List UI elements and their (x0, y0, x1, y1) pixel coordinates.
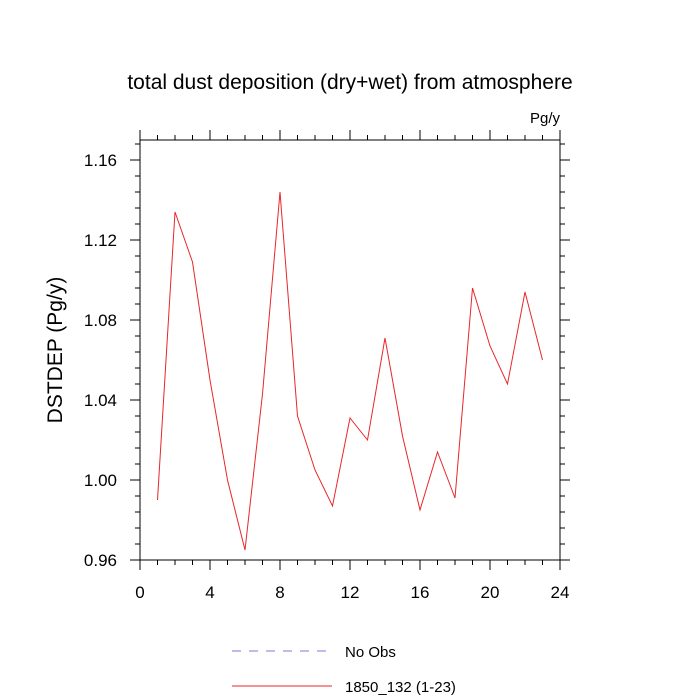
y-tick-label: 1.16 (84, 151, 117, 170)
chart-title: total dust deposition (dry+wet) from atm… (127, 71, 572, 94)
x-tick-label: 16 (411, 583, 430, 602)
y-tick-label: 1.04 (84, 391, 117, 410)
series-layer (157, 191, 543, 551)
legend-label: No Obs (345, 644, 396, 661)
y-axis-label: DSTDEP (Pg/y) (44, 277, 67, 424)
x-tick-label: 12 (341, 583, 360, 602)
y-tick-label: 1.12 (84, 231, 117, 250)
axis-ticks (130, 130, 570, 570)
x-tick-label: 8 (275, 583, 284, 602)
y-tick-label: 0.96 (84, 551, 117, 570)
axis-tick-labels: 0 4 8 12 16 20 24 0.96 1.00 1.04 1.08 1.12 1.16 (84, 151, 570, 602)
units-label: Pg/y (530, 110, 561, 127)
plot-frame (139, 139, 561, 561)
x-tick-label: 24 (551, 583, 570, 602)
x-tick-label: 0 (135, 583, 144, 602)
y-tick-label: 1.08 (84, 311, 117, 330)
legend-label: 1850_132 (1-23) (345, 679, 456, 696)
series-line (157, 191, 543, 551)
x-tick-label: 20 (481, 583, 500, 602)
y-tick-label: 1.00 (84, 471, 117, 490)
legend: No Obs 1850_132 (1-23) (232, 644, 456, 696)
x-tick-label: 4 (205, 583, 214, 602)
